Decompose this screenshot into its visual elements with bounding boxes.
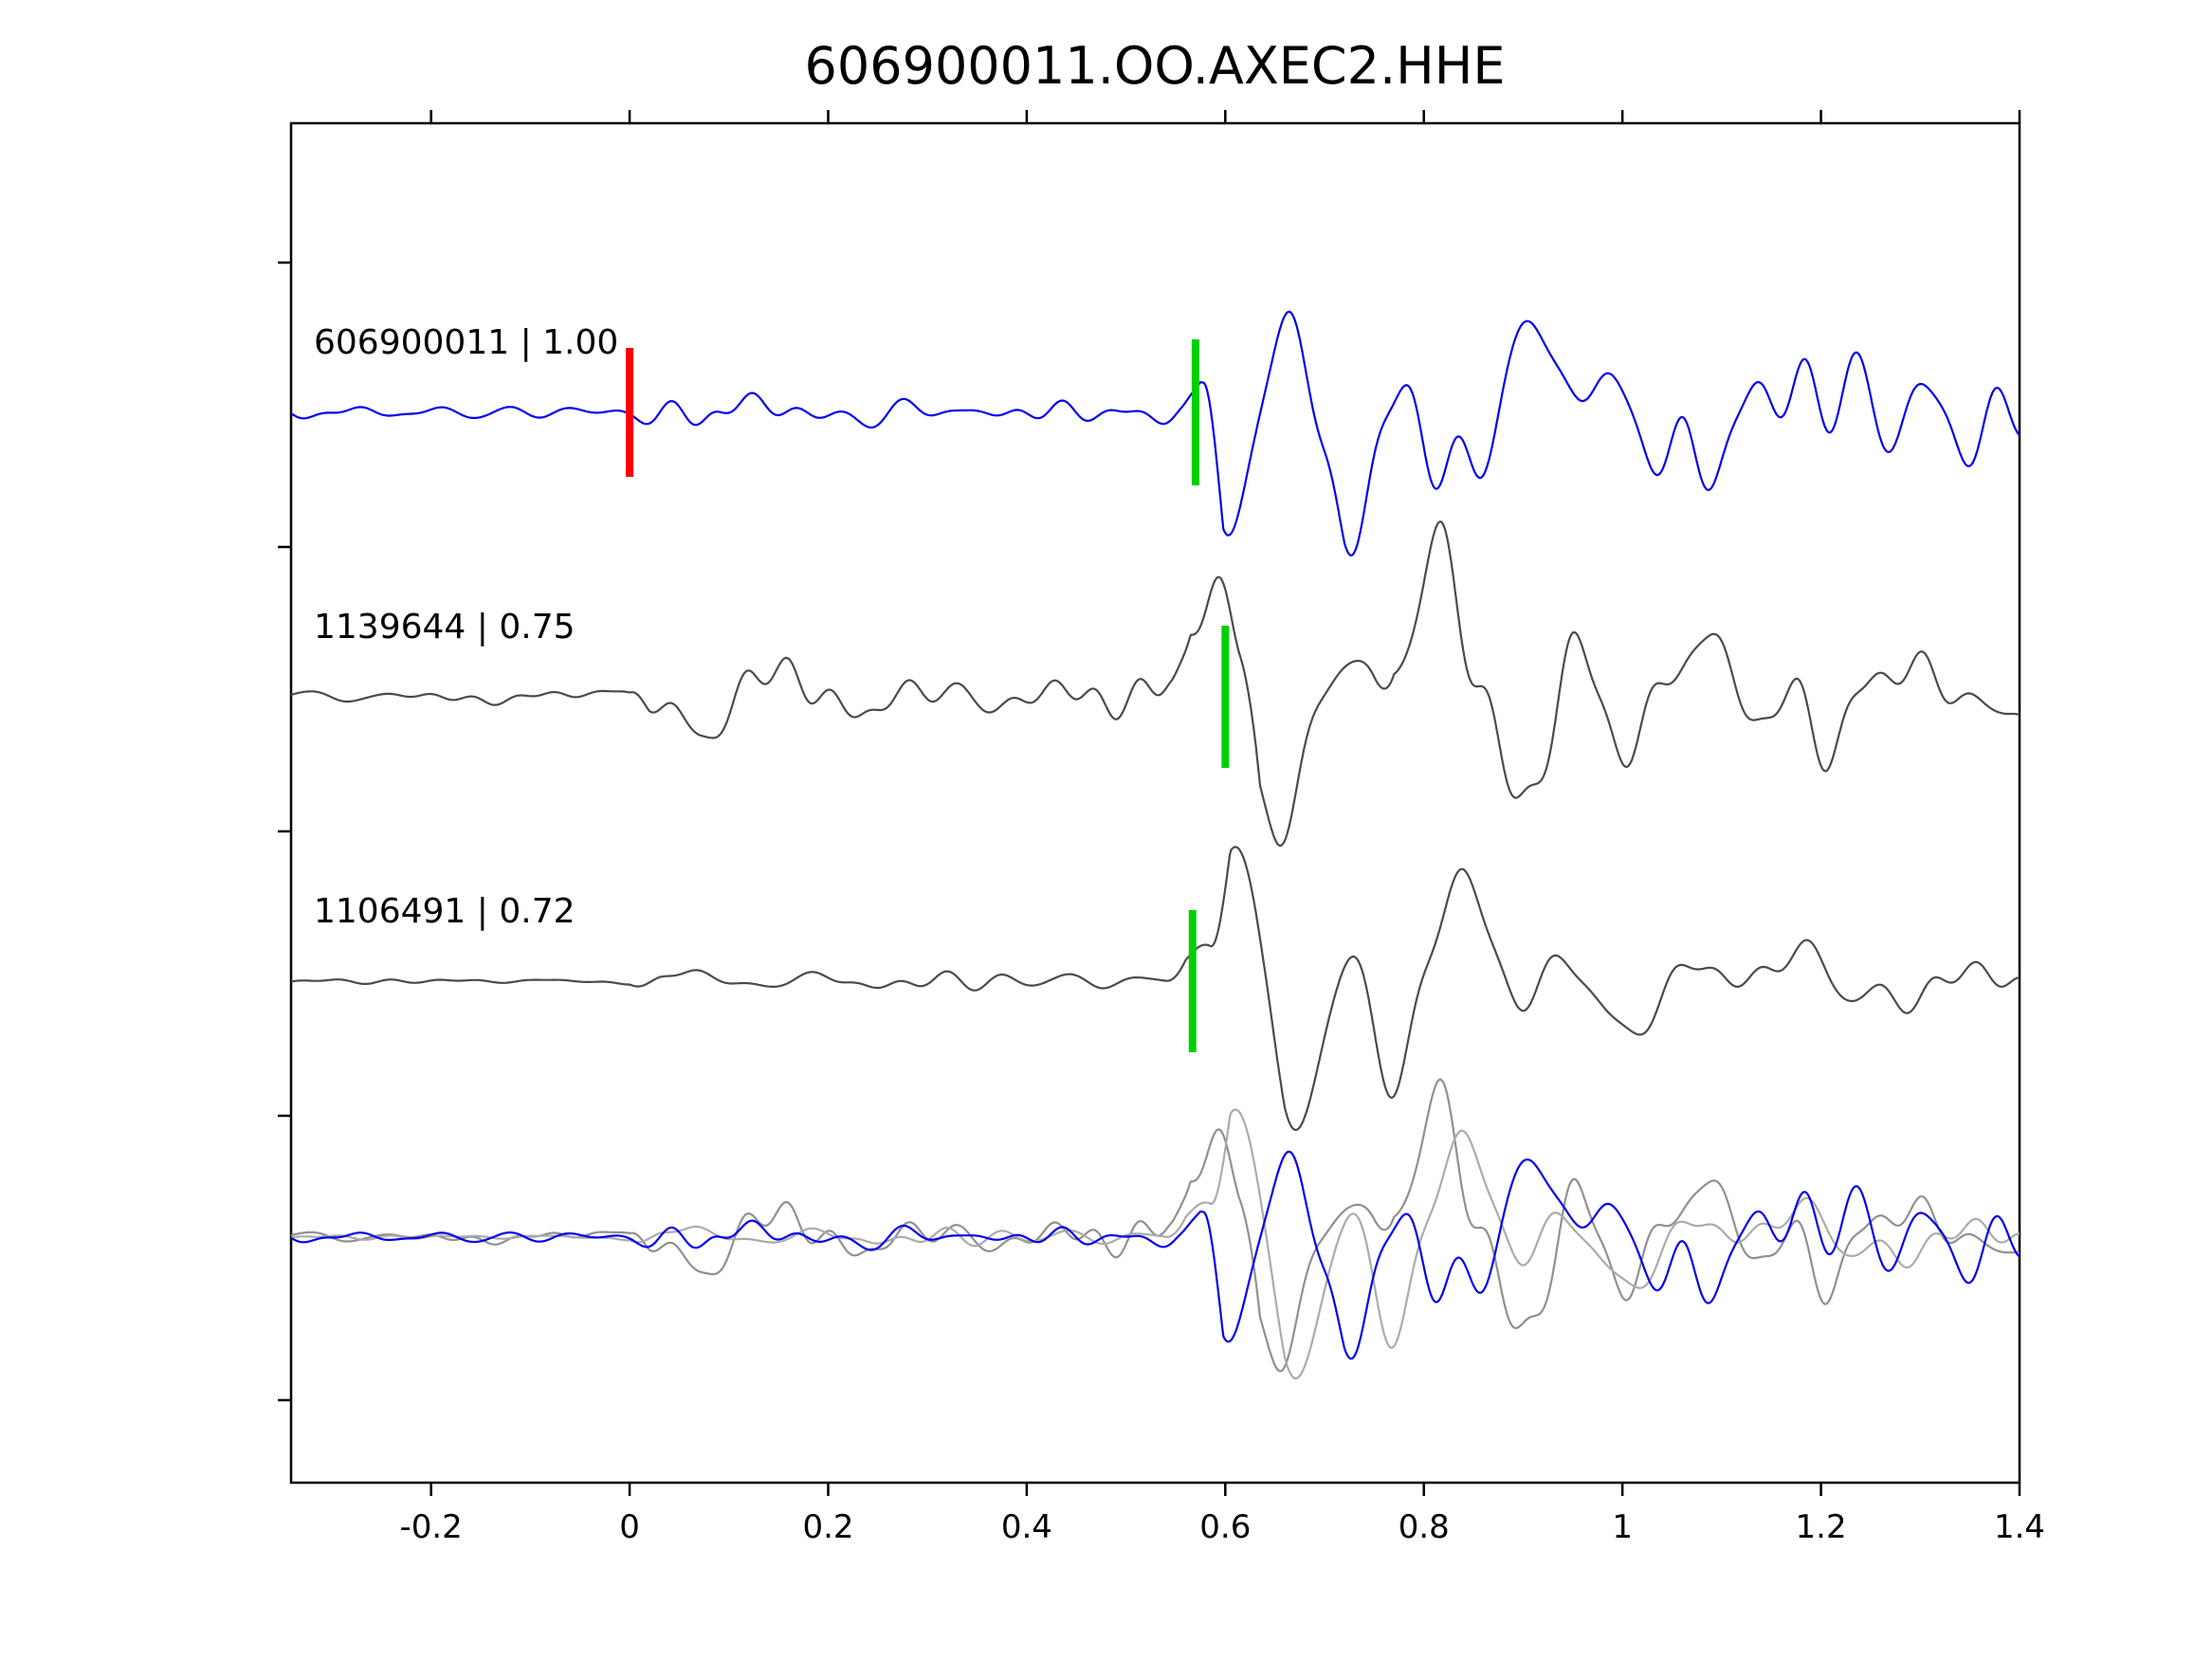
x-tick-label: -0.2 [399, 1508, 462, 1546]
waveform-overlay-trace [291, 1078, 2020, 1373]
waveform-match-trace-2 [291, 846, 2020, 1131]
x-tick-label: 0.8 [1398, 1508, 1450, 1546]
waveform-overlay-trace [291, 1108, 2020, 1380]
trace-label-match-trace-1: 1139644 | 0.75 [314, 608, 576, 647]
axes-layer: -0.2 0 0.2 0.4 0.6 0.8 1 1.2 1.4 [278, 110, 2045, 1546]
x-tick-label: 1.2 [1796, 1508, 1847, 1546]
x-tick-label: 0.2 [802, 1508, 853, 1546]
pick-layer [626, 339, 1230, 1052]
trace-label-match-trace-2: 1106491 | 0.72 [314, 892, 576, 931]
chart-title: 606900011.OO.AXEC2.HHE [805, 36, 1506, 96]
x-tick-label: 1 [1612, 1508, 1633, 1546]
label-layer: 606900011 | 1.00 1139644 | 0.75 1106491 | … [314, 323, 618, 931]
trace-label-template-trace: 606900011 | 1.00 [314, 323, 618, 362]
trace-layer [291, 310, 2020, 1380]
x-tick-label: 0.4 [1001, 1508, 1052, 1546]
axes-box [289, 121, 2021, 1485]
x-tick-label: 1.4 [1994, 1508, 2045, 1546]
x-tick-label: 0 [619, 1508, 640, 1546]
waveform-template-trace [291, 310, 2020, 556]
waveform-match-trace-1 [291, 520, 2020, 848]
waveform-overlay-trace [291, 1150, 2020, 1360]
x-tick-label: 0.6 [1199, 1508, 1251, 1546]
